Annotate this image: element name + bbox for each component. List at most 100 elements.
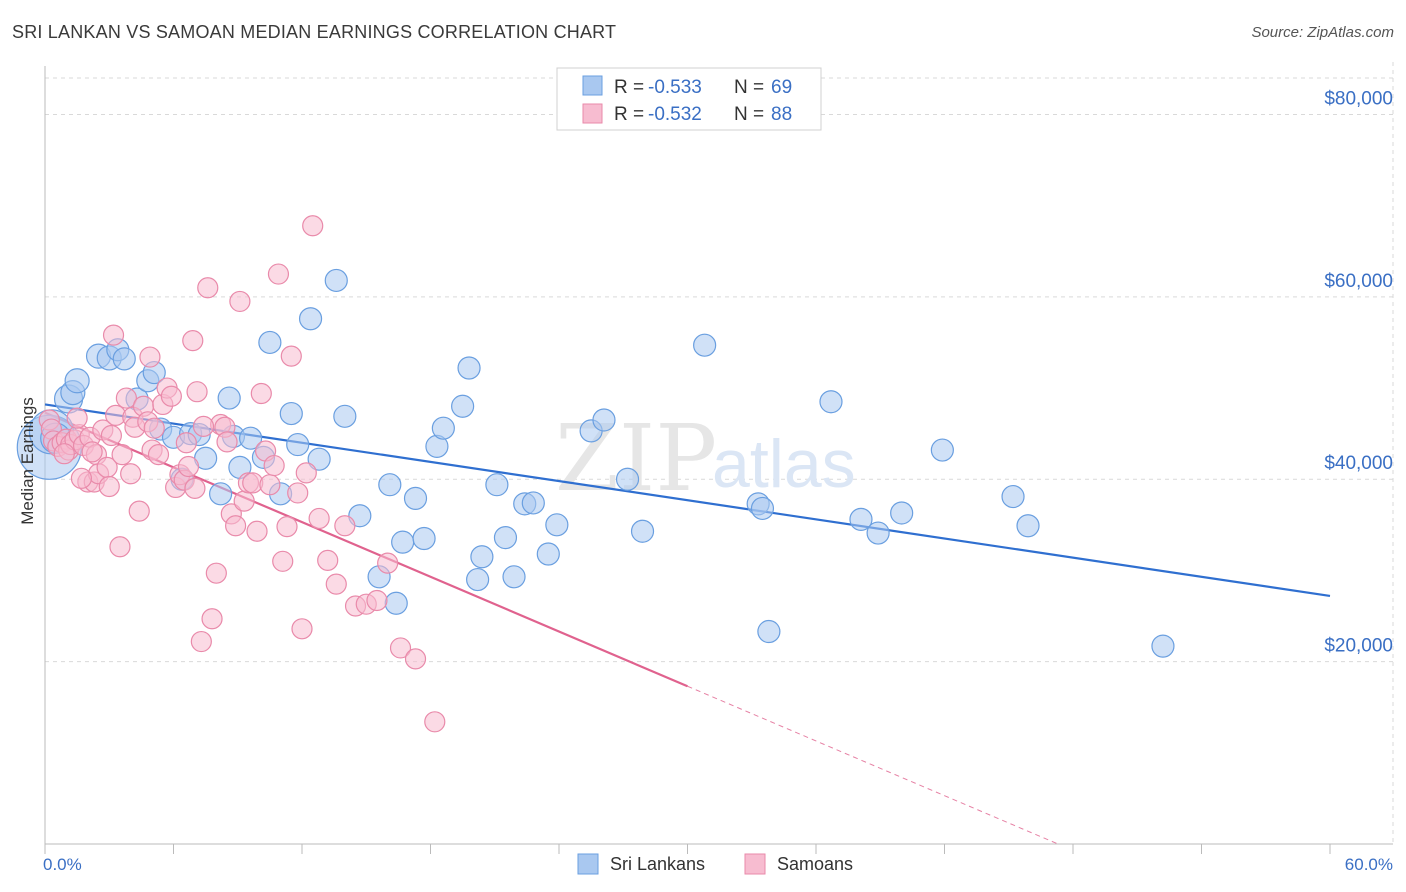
point-samoan-67: [302, 215, 324, 237]
point-sri-lankan-59: [750, 496, 775, 521]
point-sri-lankan-30: [307, 447, 331, 471]
chart-source: Source: ZipAtlas.com: [1251, 24, 1394, 41]
point-sri-lankan-44: [466, 567, 490, 592]
point-samoan-62: [276, 516, 298, 538]
point-sri-lankan-41: [431, 416, 455, 440]
point-sri-lankan-45: [470, 545, 494, 569]
point-samoan-77: [404, 648, 427, 670]
legend-n-label-2: N =: [734, 104, 764, 125]
legend-n-value-2: 88: [771, 104, 792, 125]
legend-n-label-1: N =: [734, 77, 764, 98]
point-samoan-71: [334, 515, 356, 537]
point-samoan-68: [308, 507, 330, 530]
point-samoan-66: [295, 462, 317, 484]
point-samoan-23: [115, 387, 137, 409]
point-sri-lankan-55: [615, 467, 640, 491]
legend-r-label-1: R =: [614, 77, 644, 98]
point-samoan-35: [160, 385, 182, 407]
point-sri-lankan-50: [521, 491, 545, 515]
point-sri-lankan-61: [819, 390, 843, 414]
point-samoan-86: [53, 443, 75, 465]
point-sri-lankan-63: [866, 521, 890, 545]
point-samoan-39: [177, 455, 200, 478]
point-samoan-75: [377, 552, 399, 574]
point-samoan-43: [197, 277, 219, 299]
legend-n-value-1: 69: [771, 77, 792, 98]
point-sri-lankan-54: [592, 408, 616, 432]
y-tick-label-80000: $80,000: [1324, 88, 1393, 109]
point-samoan-63: [280, 345, 302, 367]
point-samoan-31: [143, 417, 165, 439]
point-samoan-45: [205, 562, 227, 584]
point-sri-lankan-36: [384, 591, 408, 615]
x-tick-label-min: 0.0%: [43, 855, 82, 874]
point-samoan-40: [182, 330, 204, 352]
axes: $20,000 $40,000 $60,000 $80,000: [44, 66, 1393, 854]
point-samoan-51: [229, 290, 251, 313]
bottom-swatch-sri-lankans: [577, 853, 599, 875]
point-samoan-32: [147, 444, 170, 466]
series-legend: Sri Lankans Samoans: [577, 853, 853, 875]
bottom-legend-sri-lankans: Sri Lankans: [610, 854, 705, 874]
point-sri-lankan-29: [298, 307, 323, 331]
y-tick-label-20000: $20,000: [1324, 636, 1393, 657]
legend-r-label-2: R =: [614, 104, 644, 125]
y-tick-label-40000: $40,000: [1324, 453, 1393, 474]
point-sri-lankan-32: [333, 404, 357, 428]
point-samoan-74: [366, 589, 388, 612]
bottom-legend-samoans: Samoans: [777, 854, 853, 874]
point-samoan-69: [317, 549, 339, 571]
point-sri-lankan-19: [209, 482, 233, 506]
bottom-swatch-samoans: [744, 853, 766, 875]
point-samoan-50: [225, 515, 247, 537]
point-sri-lankan-51: [536, 542, 560, 566]
point-samoan-70: [325, 573, 347, 595]
point-sri-lankan-60: [757, 619, 781, 644]
legend-r-value-2: -0.532: [648, 104, 702, 125]
point-samoan-42: [190, 630, 212, 653]
point-sri-lankan-62: [849, 507, 873, 531]
watermark: ZIP atlas: [555, 405, 856, 512]
point-samoan-22: [111, 444, 133, 466]
point-sri-lankan-67: [1016, 514, 1040, 538]
point-samoan-21: [109, 536, 131, 558]
point-sri-lankan-65: [930, 438, 954, 462]
x-tick-label-max: 60.0%: [1345, 855, 1393, 874]
point-samoan-18: [98, 475, 120, 498]
point-sri-lankan-66: [1001, 484, 1025, 509]
point-sri-lankan-38: [403, 486, 428, 510]
point-sri-lankan-46: [485, 473, 509, 497]
data-points: [16, 215, 1175, 733]
point-sri-lankan-20: [217, 386, 241, 410]
point-sri-lankan-37: [391, 530, 415, 554]
point-sri-lankan-35: [378, 473, 402, 497]
point-sri-lankan-28: [286, 432, 310, 457]
point-sri-lankan-52: [545, 513, 569, 537]
point-samoan-84: [81, 441, 103, 463]
point-samoan-41: [186, 381, 208, 403]
point-sri-lankan-5: [64, 368, 90, 394]
point-sri-lankan-25: [258, 330, 282, 355]
point-samoan-24: [120, 463, 142, 485]
point-samoan-65: [291, 618, 313, 640]
chart-title: SRI LANKAN VS SAMOAN MEDIAN EARNINGS COR…: [12, 22, 617, 42]
point-samoan-78: [424, 711, 446, 733]
point-sri-lankan-31: [324, 268, 348, 293]
point-samoan-80: [139, 346, 161, 368]
trend-line-ext-1: [687, 685, 1059, 845]
point-samoan-79: [102, 324, 125, 346]
point-samoan-64: [287, 482, 309, 504]
point-samoan-81: [175, 432, 197, 454]
point-samoan-60: [267, 263, 290, 285]
point-sri-lankan-9: [112, 347, 136, 371]
y-tick-label-60000: $60,000: [1324, 271, 1393, 292]
point-sri-lankan-48: [502, 565, 526, 589]
point-sri-lankan-64: [890, 501, 914, 525]
point-samoan-59: [263, 454, 285, 477]
point-samoan-52: [233, 490, 255, 512]
point-sri-lankan-39: [412, 526, 436, 551]
point-samoan-82: [184, 477, 206, 499]
point-samoan-61: [272, 550, 294, 572]
legend-swatch-sri-lankans: [582, 75, 603, 96]
